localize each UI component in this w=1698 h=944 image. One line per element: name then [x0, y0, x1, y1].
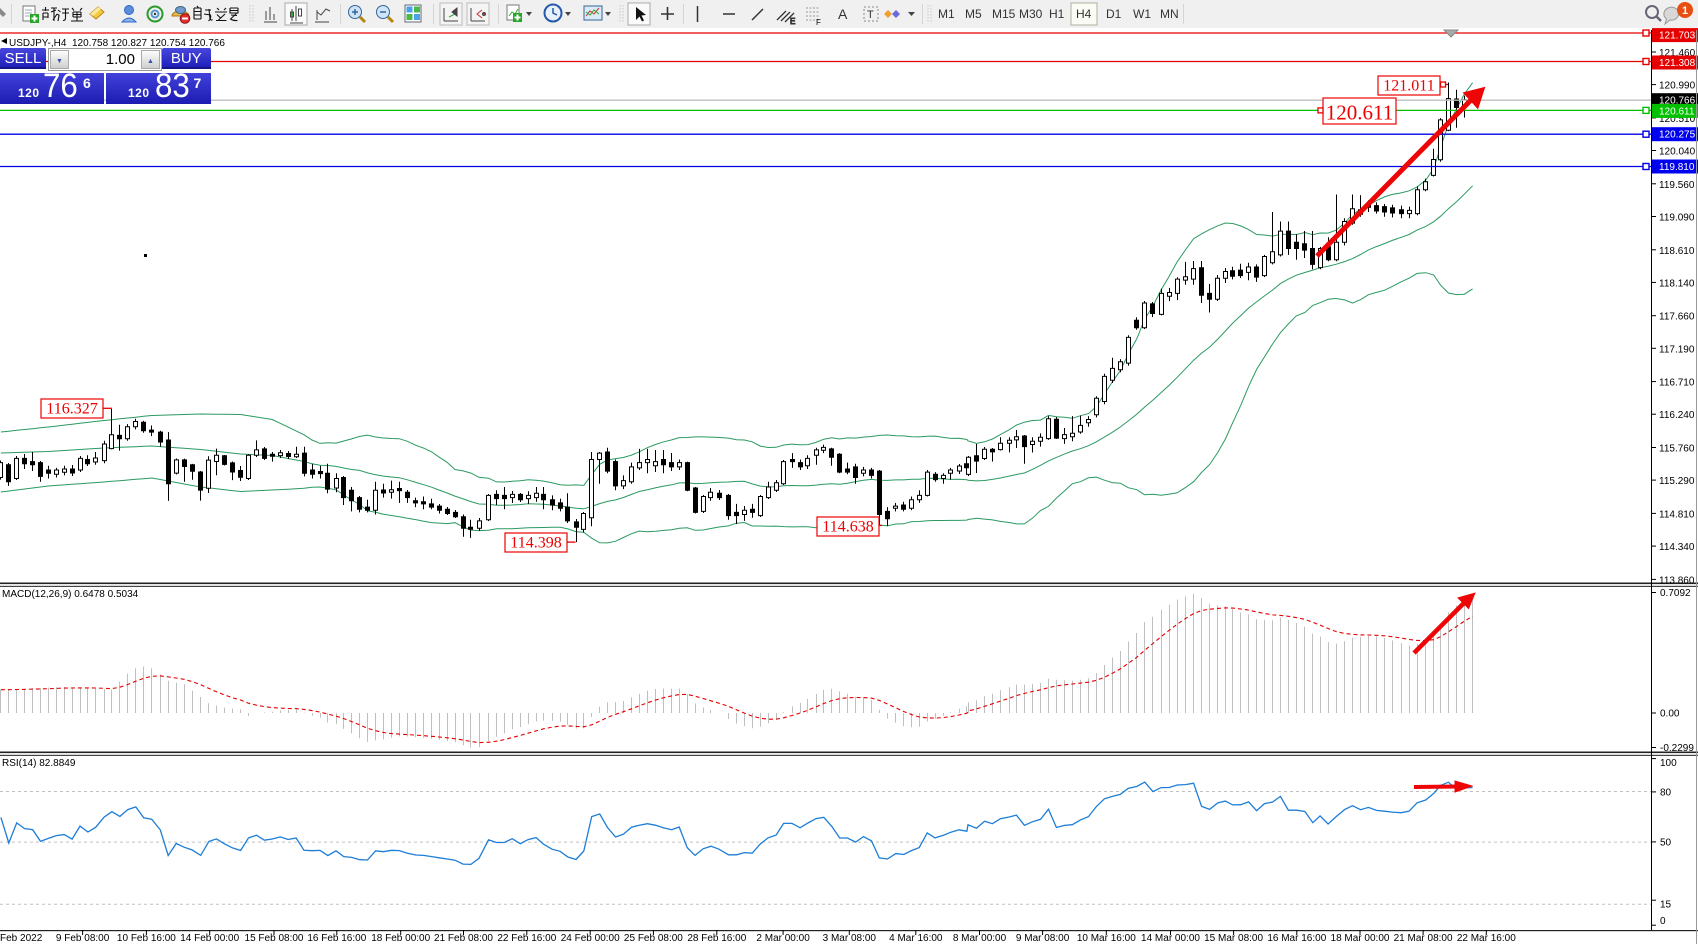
svg-text:1: 1 — [1682, 5, 1688, 17]
svg-text:M30: M30 — [1019, 7, 1043, 21]
svg-text:USDJPY-,H4 120.758 120.827 12: USDJPY-,H4 120.758 120.827 120.754 120.7… — [9, 38, 225, 49]
svg-text:120.611: 120.611 — [1326, 101, 1393, 125]
svg-text:10 Feb 16:00: 10 Feb 16:00 — [117, 933, 176, 944]
svg-text:MACD(12,26,9) 0.6478 0.5034: MACD(12,26,9) 0.6478 0.5034 — [2, 589, 139, 600]
svg-text:114.638: 114.638 — [822, 519, 873, 536]
svg-text:120.040: 120.040 — [1659, 147, 1696, 158]
svg-text:28 Feb 16:00: 28 Feb 16:00 — [687, 933, 746, 944]
svg-text:21 Mar 08:00: 21 Mar 08:00 — [1394, 933, 1453, 944]
svg-text:F: F — [816, 18, 821, 27]
svg-text:121.011: 121.011 — [1383, 78, 1434, 95]
svg-text:116.710: 116.710 — [1659, 378, 1695, 389]
svg-text:120.766: 120.766 — [1659, 96, 1696, 107]
svg-text:4 Mar 16:00: 4 Mar 16:00 — [889, 933, 943, 944]
svg-text:120.611: 120.611 — [1659, 106, 1695, 117]
svg-text:2 Mar 00:00: 2 Mar 00:00 — [756, 933, 810, 944]
svg-text:14 Feb 00:00: 14 Feb 00:00 — [180, 933, 239, 944]
svg-text:119.560: 119.560 — [1659, 180, 1695, 191]
svg-text:18 Mar 00:00: 18 Mar 00:00 — [1331, 933, 1390, 944]
svg-text:16 Feb 16:00: 16 Feb 16:00 — [307, 933, 366, 944]
svg-text:116.240: 116.240 — [1659, 410, 1695, 421]
svg-text:120.510: 120.510 — [1659, 114, 1696, 125]
svg-text:116.327: 116.327 — [46, 401, 97, 418]
svg-text:16 Mar 16:00: 16 Mar 16:00 — [1267, 933, 1326, 944]
svg-text:121.460: 121.460 — [1659, 48, 1696, 59]
svg-text:100: 100 — [1660, 758, 1677, 769]
svg-text:9 Feb 08:00: 9 Feb 08:00 — [56, 933, 110, 944]
svg-text:117.190: 117.190 — [1659, 344, 1695, 355]
svg-text:25 Feb 08:00: 25 Feb 08:00 — [624, 933, 683, 944]
svg-text:114.398: 114.398 — [510, 535, 561, 552]
svg-text:120.275: 120.275 — [1659, 130, 1696, 141]
svg-text:T: T — [867, 9, 874, 21]
svg-text:119.810: 119.810 — [1659, 162, 1695, 173]
svg-text:119.090: 119.090 — [1659, 213, 1695, 224]
svg-text:M15: M15 — [992, 7, 1016, 21]
svg-text:114.810: 114.810 — [1659, 509, 1695, 520]
svg-text:22 Mar 16:00: 22 Mar 16:00 — [1457, 933, 1516, 944]
svg-text:22 Feb 16:00: 22 Feb 16:00 — [497, 933, 556, 944]
svg-text:120.990: 120.990 — [1659, 81, 1696, 92]
svg-text:121.703: 121.703 — [1659, 31, 1696, 42]
svg-text:115.290: 115.290 — [1659, 476, 1695, 487]
svg-text:8 Mar 00:00: 8 Mar 00:00 — [953, 933, 1007, 944]
svg-text:21 Feb 08:00: 21 Feb 08:00 — [434, 933, 493, 944]
svg-text:0: 0 — [1660, 916, 1666, 927]
svg-text:14 Mar 00:00: 14 Mar 00:00 — [1141, 933, 1200, 944]
svg-text:W1: W1 — [1133, 7, 1151, 21]
svg-text:MN: MN — [1160, 7, 1179, 21]
svg-text:15: 15 — [1660, 900, 1672, 911]
svg-text:D1: D1 — [1106, 7, 1122, 21]
svg-text:-0.2299: -0.2299 — [1660, 743, 1694, 754]
svg-text:114.340: 114.340 — [1659, 542, 1695, 553]
svg-text:15 Mar 08:00: 15 Mar 08:00 — [1204, 933, 1263, 944]
svg-text:24 Feb 00:00: 24 Feb 00:00 — [561, 933, 620, 944]
svg-text:0.00: 0.00 — [1660, 709, 1680, 720]
svg-text:115.760: 115.760 — [1659, 444, 1695, 455]
svg-text:A: A — [838, 6, 848, 22]
svg-text:0.7092: 0.7092 — [1660, 588, 1691, 599]
svg-text:RSI(14) 82.8849: RSI(14) 82.8849 — [2, 758, 76, 769]
svg-text:113.860: 113.860 — [1659, 575, 1695, 586]
svg-text:118.140: 118.140 — [1659, 278, 1695, 289]
svg-text:9 Mar 08:00: 9 Mar 08:00 — [1016, 933, 1070, 944]
svg-text:18 Feb 00:00: 18 Feb 00:00 — [371, 933, 430, 944]
svg-text:M5: M5 — [965, 7, 982, 21]
svg-text:15 Feb 08:00: 15 Feb 08:00 — [245, 933, 304, 944]
svg-text:H1: H1 — [1049, 7, 1065, 21]
svg-text:118.610: 118.610 — [1659, 246, 1695, 257]
svg-text:M1: M1 — [938, 7, 955, 21]
svg-text:50: 50 — [1660, 837, 1672, 848]
svg-text:H4: H4 — [1076, 7, 1092, 21]
svg-text:117.660: 117.660 — [1659, 312, 1695, 323]
svg-text:80: 80 — [1660, 787, 1672, 798]
svg-text:E: E — [790, 17, 795, 26]
svg-text:121.308: 121.308 — [1659, 58, 1696, 69]
svg-text:3 Mar 08:00: 3 Mar 08:00 — [823, 933, 877, 944]
svg-text:10 Mar 16:00: 10 Mar 16:00 — [1077, 933, 1136, 944]
svg-text:Feb 2022: Feb 2022 — [0, 933, 43, 944]
